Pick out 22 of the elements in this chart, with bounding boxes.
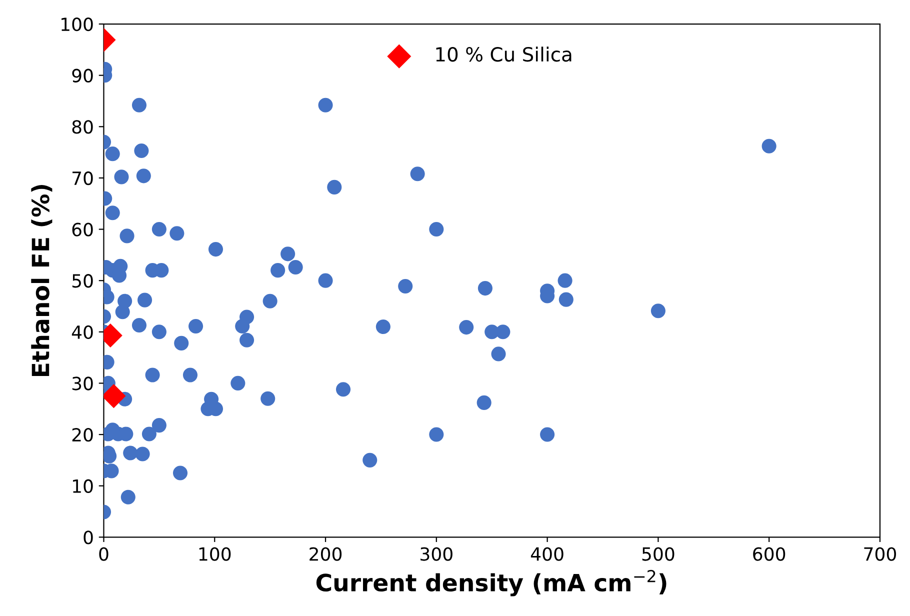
y-tick-label: 90 xyxy=(72,68,93,82)
x-axis-title: Current density (mA cm$^{−2}$) xyxy=(316,570,666,596)
y-tick-label: 70 xyxy=(72,171,93,186)
legend-label: 10 % Cu Silica xyxy=(436,46,572,62)
x-tick-label: 200 xyxy=(310,547,342,561)
y-tick-label: 50 xyxy=(72,274,93,288)
y-tick-label: 30 xyxy=(72,376,93,390)
x-tick-label: 300 xyxy=(420,547,452,561)
x-tick-label: 100 xyxy=(199,547,231,561)
x-tick-label: 700 xyxy=(864,547,896,561)
x-tick-label: 400 xyxy=(530,547,564,561)
y-tick-label: 0 xyxy=(84,530,93,544)
y-axis-title: Ethanol FE (%) xyxy=(31,185,52,376)
y-tick-label: 60 xyxy=(72,222,93,236)
y-tick-label: 80 xyxy=(72,120,93,134)
x-tick-label: 600 xyxy=(753,547,786,561)
x-tick-label: 0 xyxy=(99,547,108,561)
y-tick-label: 20 xyxy=(72,428,93,442)
x-tick-label: 500 xyxy=(642,547,674,561)
y-tick-label: 10 xyxy=(73,479,93,493)
y-tick-label: 100 xyxy=(62,17,93,32)
y-tick-label: 40 xyxy=(72,325,93,340)
